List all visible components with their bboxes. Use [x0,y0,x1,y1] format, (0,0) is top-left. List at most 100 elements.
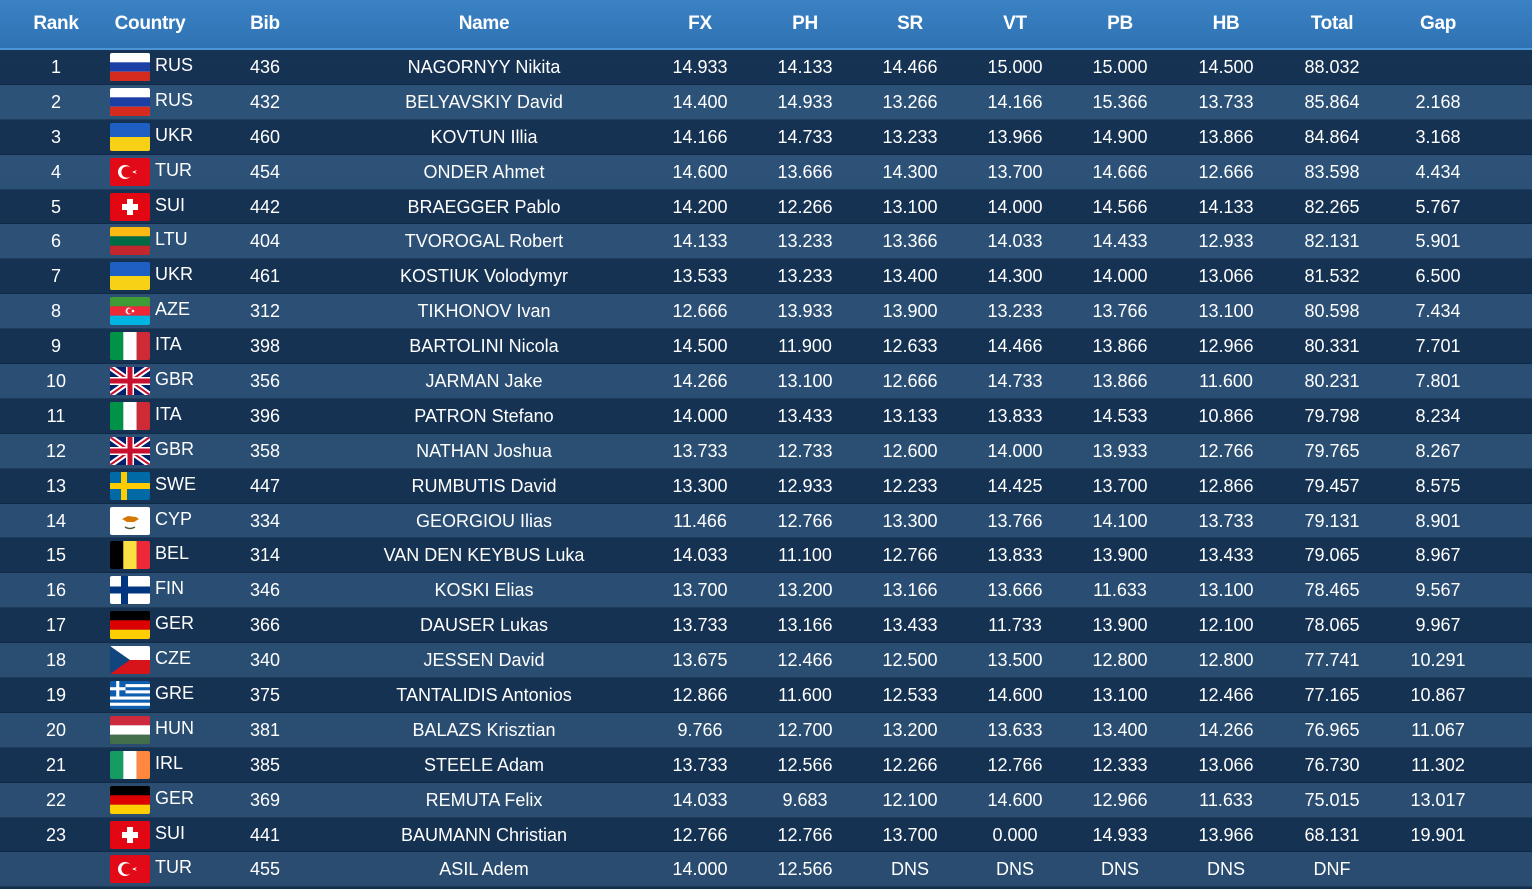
cell-sr: 12.600 [882,440,938,461]
table-row[interactable]: 10 356 JARMAN Jake 14.266 13.100 12.666 14.733… [0,364,1532,399]
table-row[interactable]: 6 404 TVOROGAL Robert 14.133 13.233 13.366 14.… [0,224,1532,260]
table-row[interactable]: 17 366 DAUSER Lukas 13.733 13.166 13.433 11.73… [0,608,1532,644]
cell-total: 80.598 [1304,301,1360,322]
cell-name: GEORGIOU Ilias [415,510,553,531]
header-gap[interactable]: Gap [1419,13,1457,34]
cell-gap: 5.767 [1415,196,1461,217]
cell-sr: 12.266 [882,754,938,775]
cell-name: TIKHONOV Ivan [417,301,551,322]
cell-pb: 14.100 [1092,510,1148,531]
cell-hb: 12.966 [1198,336,1254,357]
cell-ph: 12.700 [777,719,833,740]
table-row[interactable]: 18 340 JESSEN David 13.675 12.466 12.500 13.50… [0,643,1532,679]
cell-bib: 396 [249,405,281,426]
header-fx[interactable]: FX [688,13,712,34]
cell-total: 84.864 [1304,126,1360,147]
cell-gap: 13.017 [1410,789,1466,810]
cell-fx: 12.866 [672,685,728,706]
cell-hb: 13.066 [1198,266,1254,287]
table-row[interactable]: 12 358 NATHAN Joshua 13.733 12.733 12.600 14.0… [0,433,1532,469]
table-row[interactable]: 11 396 PATRON Stefano 14.000 13.433 13.133 13.… [0,398,1532,434]
header-pb[interactable]: PB [1107,13,1133,34]
cell-vt: 13.833 [987,545,1043,566]
table-row[interactable]: 8 312 TIKHONOV Ivan 12.666 13.933 13.900 13.23… [0,294,1532,330]
table-row[interactable]: 2 432 BELYAVSKIY David 14.400 14.933 13.266 14… [0,84,1532,120]
cell-gap: 9.967 [1415,615,1461,636]
cell-ph: 13.233 [777,266,833,287]
cell-rank: 12 [45,440,67,461]
cell-country: CYP [155,508,193,529]
table-row[interactable]: 21 385 STEELE Adam 13.733 12.566 12.266 12.766… [0,747,1532,783]
cell-vt: 14.300 [987,266,1043,287]
ukraine-flag-icon [110,122,150,151]
germany-flag-icon [110,611,150,640]
header-sr[interactable]: SR [897,13,923,34]
cell-sr: 13.233 [882,126,938,147]
cell-name: KOSKI Elias [434,580,534,601]
cell-ph: 14.733 [777,126,833,147]
cell-rank: 23 [45,824,67,845]
header-ph[interactable]: PH [792,13,818,34]
cell-rank: 18 [45,650,67,671]
table-row[interactable]: 19 375 TANTALIDIS Antonios 12.866 11.600 12.5… [0,678,1532,713]
cell-bib: 385 [249,754,281,775]
cell-ph: 12.566 [777,754,833,775]
header-country[interactable]: Country [114,13,186,34]
ukraine-flag-icon [110,262,150,291]
table-row[interactable]: 20 381 BALAZS Krisztian 9.766 12.700 13.200 13… [0,712,1532,748]
cell-pb: 13.700 [1092,475,1148,496]
header-total[interactable]: Total [1310,13,1354,34]
cell-rank: 16 [45,580,67,601]
cell-pb: 13.900 [1092,545,1148,566]
cell-fx: 14.200 [672,196,728,217]
cell-hb: 11.633 [1199,789,1253,810]
header-rank[interactable]: Rank [33,13,79,34]
cell-country: CZE [155,648,191,669]
cell-vt: 13.966 [987,126,1043,147]
table-row[interactable]: 22 369 REMUTA Felix 14.033 9.683 12.100 14.600… [0,782,1532,818]
cell-gap: 8.967 [1415,545,1461,566]
table-row[interactable]: 13 447 RUMBUTIS David 13.300 12.933 12.233 14.… [0,468,1532,504]
cell-vt: 15.000 [987,57,1043,77]
cell-pb: 13.400 [1092,719,1148,740]
cell-bib: 358 [249,440,281,461]
table-row[interactable]: 1 436 NAGORNYY Nikita 14.933 14.133 14.466 15.… [0,50,1532,85]
table-row[interactable]: 15 314 VAN DEN KEYBUS Luka 14.033 11.100 12.7… [0,538,1532,574]
cell-fx: 14.133 [672,231,728,252]
cell-fx: 14.000 [672,859,728,880]
header-bib[interactable]: Bib [250,13,280,34]
cell-vt: 14.000 [987,440,1043,461]
table-row[interactable]: 9 398 BARTOLINI Nicola 14.500 11.900 12.633 14… [0,329,1532,365]
cell-country: SWE [155,473,197,494]
cell-sr: 13.100 [882,196,938,217]
cell-bib: 334 [249,510,281,531]
table-row[interactable]: 23 441 BAUMANN Christian 12.766 12.766 13.700… [0,817,1532,853]
russia-flag-icon [110,87,150,116]
cell-total: DNF [1313,859,1351,880]
cell-country: UKR [155,124,194,145]
cell-gap: 8.267 [1415,440,1461,461]
cell-ph: 12.566 [777,859,833,880]
cell-vt: 0.000 [992,824,1038,845]
cell-ph: 12.266 [777,196,833,217]
table-row[interactable]: 4 454 ONDER Ahmet 14.600 13.666 14.300 13.700 1… [0,154,1532,190]
cell-name: NAGORNYY Nikita [407,57,561,77]
table-row[interactable]: 14 334 GEORGIOU Ilias 11.466 12.766 13.300 13.… [0,503,1532,539]
table-row[interactable]: 5 442 BRAEGGER Pablo 14.200 12.266 13.100 14.0… [0,189,1532,225]
header-hb[interactable]: HB [1212,13,1240,34]
cell-fx: 13.675 [672,650,728,671]
cell-sr: 14.300 [882,161,938,182]
cell-fx: 9.766 [677,719,723,740]
table-row[interactable]: 3 460 KOVTUN Illia 14.166 14.733 13.233 13.966… [0,119,1532,155]
table-row[interactable]: 455 ASIL Adem 14.000 12.566 DNS DNS DNS DNS DNF T… [0,852,1532,888]
switzerland-flag-icon [110,192,150,221]
switzerland-flag-icon [110,820,150,849]
cyprus-flag-icon [110,506,150,535]
table-row[interactable]: 7 461 KOSTIUK Volodymyr 13.533 13.233 13.400 1… [0,259,1532,295]
cell-sr: 13.900 [882,301,938,322]
table-row[interactable]: 16 346 KOSKI Elias 13.700 13.200 13.166 13.666… [0,573,1532,609]
cell-vt: 11.733 [988,615,1042,636]
cell-total: 82.265 [1304,196,1360,217]
header-vt[interactable]: VT [1003,13,1027,34]
header-name[interactable]: Name [458,13,510,34]
